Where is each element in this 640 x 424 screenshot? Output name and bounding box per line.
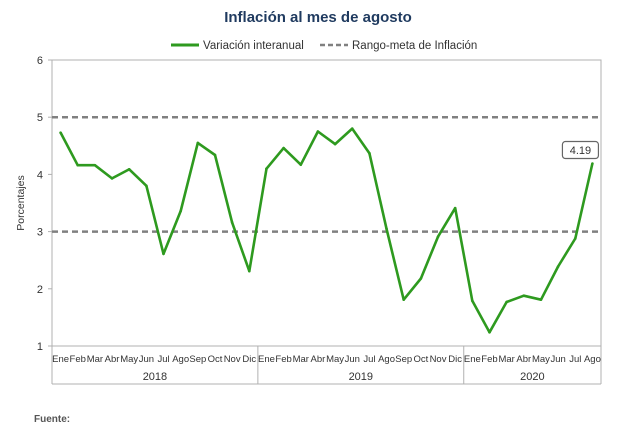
data-point bbox=[316, 130, 320, 133]
data-point bbox=[471, 299, 474, 303]
data-point bbox=[453, 206, 457, 210]
x-tick-label: Feb bbox=[70, 354, 86, 365]
x-tick-label: Mar bbox=[87, 354, 103, 365]
chart-title: Inflación al mes de agosto bbox=[224, 9, 412, 26]
year-label: 2019 bbox=[349, 371, 373, 383]
data-point bbox=[76, 163, 80, 167]
x-axis: Ene Feb Mar Abr May Jun Jul Ago Sep Oct Nov Dic Ene F… bbox=[51, 346, 602, 385]
x-tick-label: Oct bbox=[208, 354, 223, 365]
x-tick-label: May bbox=[326, 354, 344, 365]
y-tick-label: 6 bbox=[37, 55, 43, 67]
x-tick-label: Jun bbox=[139, 354, 154, 365]
data-point bbox=[505, 300, 508, 304]
x-tick-label: Jun bbox=[550, 354, 565, 365]
value-callout: 4.19 bbox=[561, 140, 600, 160]
data-point bbox=[591, 162, 594, 165]
x-tick-label: Abr bbox=[311, 354, 326, 365]
x-tick-label: Nov bbox=[430, 354, 447, 365]
data-point bbox=[419, 277, 423, 280]
data-point bbox=[282, 146, 285, 150]
callout-label: 4.19 bbox=[570, 145, 591, 157]
data-point bbox=[539, 298, 543, 301]
data-point bbox=[333, 142, 337, 146]
x-tick-label: Sep bbox=[189, 354, 206, 365]
data-point bbox=[488, 330, 491, 334]
data-point bbox=[110, 177, 114, 180]
data-point bbox=[436, 235, 440, 239]
x-tick-label: Abr bbox=[516, 354, 531, 365]
x-tick-label: Nov bbox=[224, 354, 241, 365]
x-tick-label: Jul bbox=[569, 354, 581, 365]
y-tick-label: 1 bbox=[37, 341, 43, 353]
y-tick-label: 5 bbox=[37, 112, 43, 124]
plot-area bbox=[51, 59, 602, 347]
year-label: 2020 bbox=[520, 371, 544, 383]
x-tick-label: Ene bbox=[464, 354, 481, 365]
y-axis-label: Porcentajes bbox=[15, 175, 27, 230]
x-tick-label: Dic bbox=[448, 354, 462, 365]
data-point bbox=[299, 163, 303, 166]
legend: Variación interanual Rango-meta de Infla… bbox=[171, 40, 477, 52]
data-point bbox=[385, 227, 388, 231]
x-tick-label: May bbox=[120, 354, 138, 365]
x-tick-label: Ago bbox=[378, 354, 395, 365]
data-point bbox=[522, 294, 526, 297]
legend-label-series: Variación interanual bbox=[203, 40, 304, 52]
y-tick-label: 4 bbox=[37, 169, 43, 181]
data-point bbox=[196, 141, 200, 145]
data-point bbox=[402, 298, 406, 301]
x-tick-label: Jul bbox=[157, 354, 169, 365]
data-point bbox=[573, 237, 577, 240]
x-tick-label: Ene bbox=[52, 354, 69, 365]
data-point bbox=[368, 151, 371, 155]
x-tick-label: Sep bbox=[395, 354, 412, 365]
x-tick-label: Abr bbox=[105, 354, 120, 365]
year-label: 2018 bbox=[143, 371, 167, 383]
data-point bbox=[265, 167, 268, 170]
legend-label-target: Rango-meta de Inflación bbox=[352, 40, 477, 52]
x-tick-label: Dic bbox=[242, 354, 256, 365]
x-tick-label: Ago bbox=[172, 354, 189, 365]
y-ticks: 1 2 3 4 5 6 bbox=[37, 55, 52, 353]
x-tick-label: Ago bbox=[584, 354, 601, 365]
series-group bbox=[59, 127, 594, 334]
data-point bbox=[556, 265, 560, 268]
x-tick-label: Mar bbox=[498, 354, 514, 365]
data-point bbox=[127, 167, 131, 171]
y-tick-label: 2 bbox=[37, 284, 43, 296]
x-tick-label: Ene bbox=[258, 354, 275, 365]
x-tick-label: Feb bbox=[275, 354, 291, 365]
data-point bbox=[59, 131, 62, 134]
x-tick-label: Mar bbox=[293, 354, 309, 365]
callout-box bbox=[561, 140, 600, 160]
data-point bbox=[93, 163, 97, 167]
reference-lines bbox=[52, 115, 601, 233]
data-point bbox=[145, 184, 148, 188]
data-point bbox=[247, 269, 251, 273]
x-tick-label: Oct bbox=[413, 354, 428, 365]
x-tick-label: Jul bbox=[363, 354, 375, 365]
x-tick-label: Jun bbox=[345, 354, 360, 365]
source-label: Fuente: bbox=[34, 414, 70, 424]
series-line bbox=[59, 127, 594, 334]
x-tick-label: May bbox=[532, 354, 550, 365]
data-point bbox=[350, 127, 354, 130]
data-point bbox=[230, 221, 234, 224]
data-point bbox=[179, 209, 182, 213]
data-point bbox=[213, 153, 217, 157]
y-tick-label: 3 bbox=[37, 227, 43, 239]
data-point bbox=[162, 252, 165, 256]
x-tick-label: Feb bbox=[481, 354, 497, 365]
